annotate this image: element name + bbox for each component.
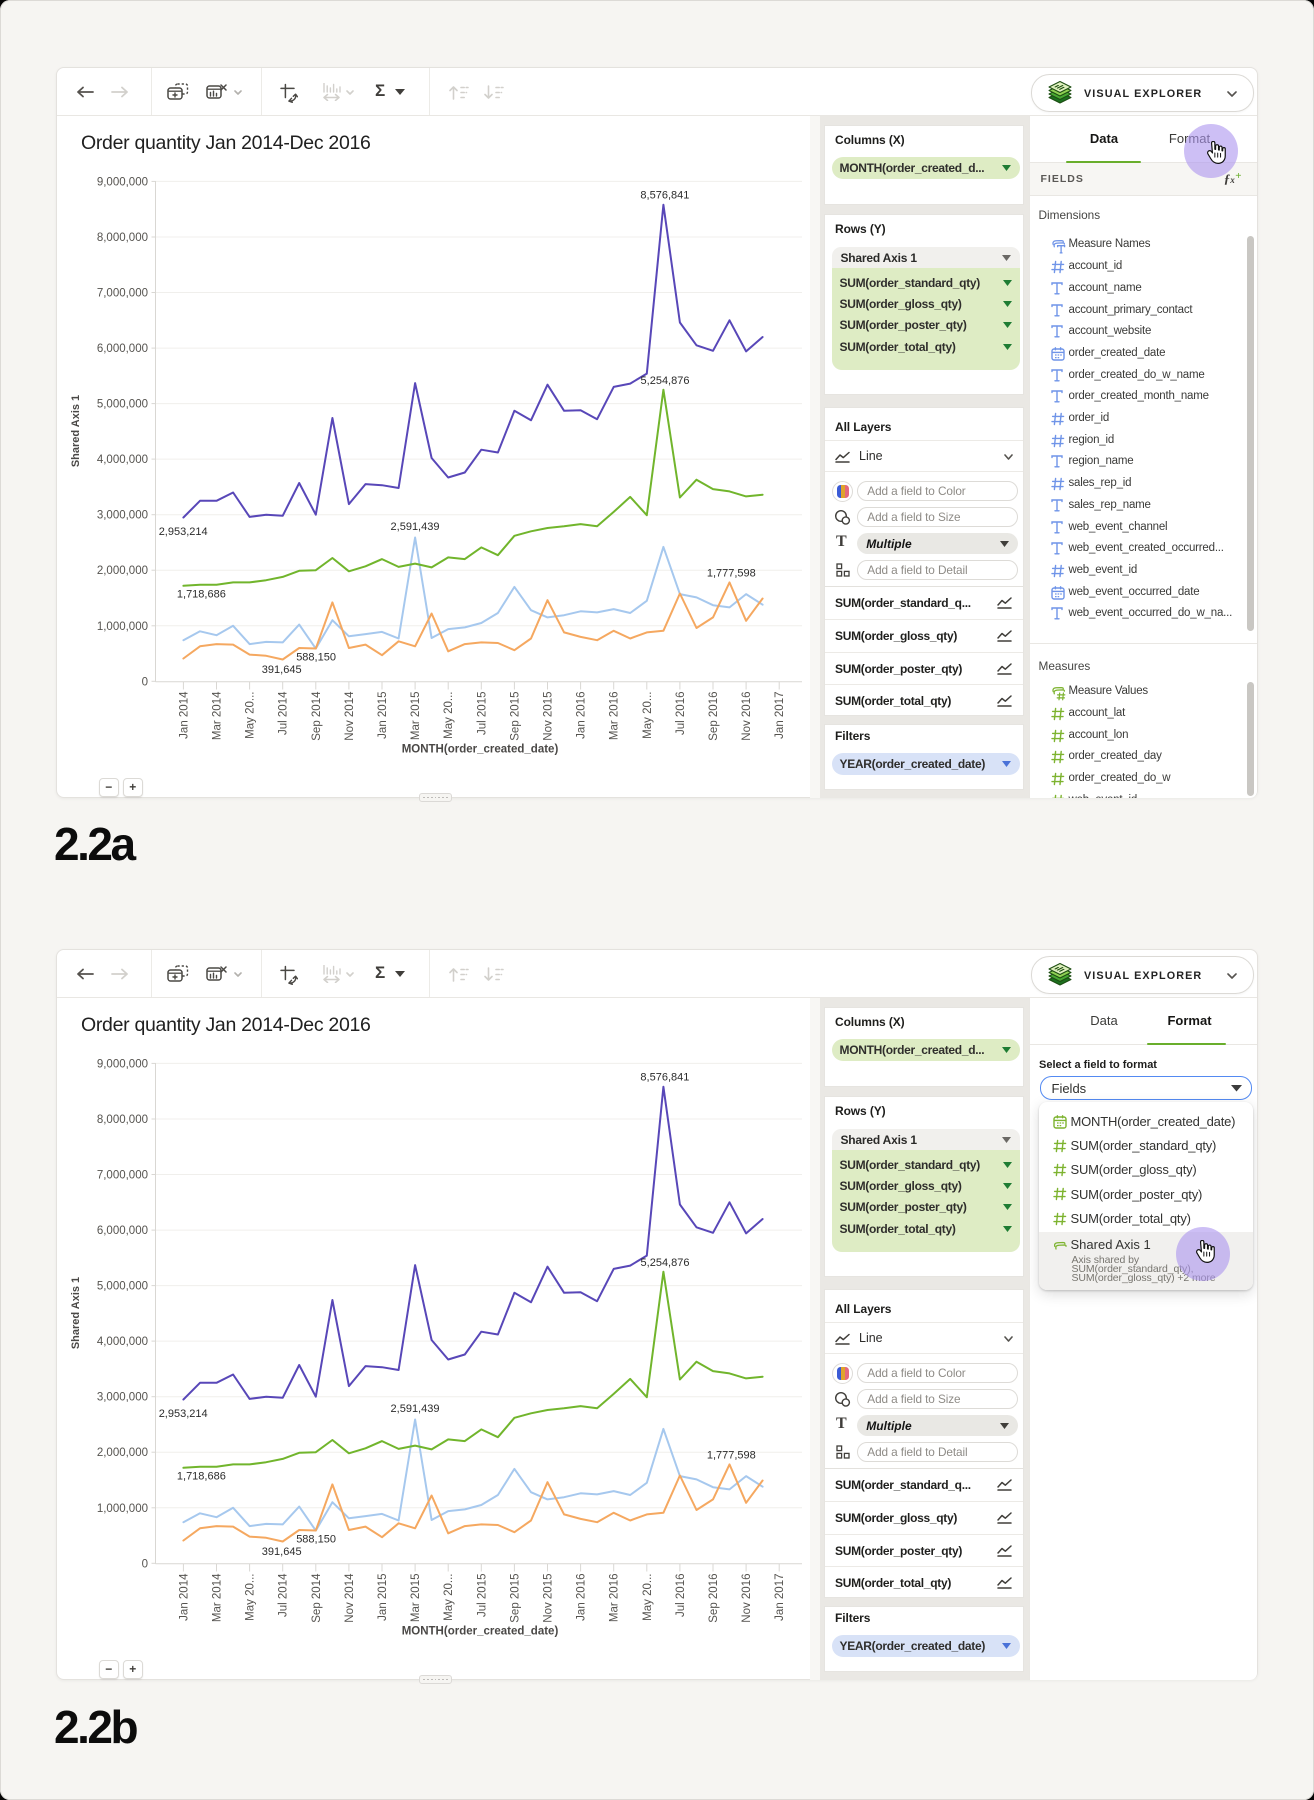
svg-text:Sep 2015: Sep 2015 xyxy=(509,692,521,741)
svg-text:Mar 2014: Mar 2014 xyxy=(212,1573,224,1622)
svg-text:Shared Axis 1: Shared Axis 1 xyxy=(70,395,82,467)
svg-text:Jan 2016: Jan 2016 xyxy=(576,1574,588,1621)
svg-text:Sep 2016: Sep 2016 xyxy=(708,692,720,741)
svg-text:7,000,000: 7,000,000 xyxy=(97,1170,148,1182)
svg-text:Nov 2016: Nov 2016 xyxy=(741,692,753,741)
svg-text:Jan 2016: Jan 2016 xyxy=(576,692,588,739)
svg-text:1,777,598: 1,777,598 xyxy=(707,567,756,579)
svg-text:Sep 2015: Sep 2015 xyxy=(509,1574,521,1623)
svg-text:2,591,439: 2,591,439 xyxy=(391,1403,440,1415)
svg-text:3,000,000: 3,000,000 xyxy=(97,510,148,522)
svg-text:MONTH(order_created_date): MONTH(order_created_date) xyxy=(402,744,559,756)
svg-text:4,000,000: 4,000,000 xyxy=(97,1336,148,1348)
svg-text:9,000,000: 9,000,000 xyxy=(97,1058,148,1070)
svg-text:Nov 2016: Nov 2016 xyxy=(741,1574,753,1623)
svg-text:391,645: 391,645 xyxy=(262,1546,302,1558)
svg-text:5,254,876: 5,254,876 xyxy=(641,375,690,387)
svg-text:Mar 2015: Mar 2015 xyxy=(410,692,422,741)
svg-text:2,000,000: 2,000,000 xyxy=(97,565,148,577)
svg-text:0: 0 xyxy=(142,676,148,688)
svg-text:May 20...: May 20... xyxy=(642,692,654,739)
svg-text:8,576,841: 8,576,841 xyxy=(640,190,689,202)
svg-text:Jul 2014: Jul 2014 xyxy=(278,691,290,735)
svg-text:Sep 2014: Sep 2014 xyxy=(311,1573,323,1623)
svg-text:Nov 2014: Nov 2014 xyxy=(344,691,356,741)
svg-text:Jan 2017: Jan 2017 xyxy=(774,692,786,739)
svg-text:May 20...: May 20... xyxy=(245,692,257,739)
svg-text:1,777,598: 1,777,598 xyxy=(707,1449,756,1461)
svg-text:Jan 2014: Jan 2014 xyxy=(178,1573,190,1621)
svg-text:2,000,000: 2,000,000 xyxy=(97,1447,148,1459)
svg-text:May 20...: May 20... xyxy=(245,1574,257,1621)
svg-text:5,000,000: 5,000,000 xyxy=(97,399,148,411)
svg-text:Jul 2014: Jul 2014 xyxy=(278,1573,290,1617)
svg-text:Nov 2015: Nov 2015 xyxy=(543,692,555,741)
svg-text:8,000,000: 8,000,000 xyxy=(97,232,148,244)
svg-text:May 20...: May 20... xyxy=(443,692,455,739)
svg-text:Mar 2016: Mar 2016 xyxy=(609,692,621,741)
svg-text:Jul 2016: Jul 2016 xyxy=(675,1574,687,1617)
svg-text:MONTH(order_created_date): MONTH(order_created_date) xyxy=(402,1626,559,1638)
svg-text:Shared Axis 1: Shared Axis 1 xyxy=(70,1277,82,1349)
svg-text:1,000,000: 1,000,000 xyxy=(97,621,148,633)
svg-text:Mar 2015: Mar 2015 xyxy=(410,1574,422,1623)
svg-text:1,718,686: 1,718,686 xyxy=(177,1471,226,1483)
svg-text:Jan 2014: Jan 2014 xyxy=(178,691,190,739)
svg-text:May 20...: May 20... xyxy=(443,1574,455,1621)
svg-text:588,150: 588,150 xyxy=(296,1533,336,1545)
svg-text:Nov 2014: Nov 2014 xyxy=(344,1573,356,1623)
svg-text:5,254,876: 5,254,876 xyxy=(641,1257,690,1269)
svg-text:8,576,841: 8,576,841 xyxy=(640,1072,689,1084)
svg-text:Jan 2015: Jan 2015 xyxy=(377,692,389,739)
svg-text:Jul 2015: Jul 2015 xyxy=(476,692,488,735)
svg-text:May 20...: May 20... xyxy=(642,1574,654,1621)
svg-text:Jan 2017: Jan 2017 xyxy=(774,1574,786,1621)
svg-text:1,000,000: 1,000,000 xyxy=(97,1503,148,1515)
svg-text:3,000,000: 3,000,000 xyxy=(97,1392,148,1404)
svg-text:Nov 2015: Nov 2015 xyxy=(543,1574,555,1623)
svg-text:6,000,000: 6,000,000 xyxy=(97,1225,148,1237)
svg-text:Sep 2016: Sep 2016 xyxy=(708,1574,720,1623)
svg-text:2,591,439: 2,591,439 xyxy=(391,521,440,533)
svg-text:Mar 2014: Mar 2014 xyxy=(212,691,224,740)
svg-text:588,150: 588,150 xyxy=(296,651,336,663)
svg-text:4,000,000: 4,000,000 xyxy=(97,454,148,466)
svg-text:8,000,000: 8,000,000 xyxy=(97,1114,148,1126)
svg-text:6,000,000: 6,000,000 xyxy=(97,343,148,355)
svg-text:1,718,686: 1,718,686 xyxy=(177,589,226,601)
svg-text:Mar 2016: Mar 2016 xyxy=(609,1574,621,1623)
svg-text:5,000,000: 5,000,000 xyxy=(97,1281,148,1293)
svg-text:2,953,214: 2,953,214 xyxy=(159,526,208,538)
svg-text:Jul 2016: Jul 2016 xyxy=(675,692,687,735)
svg-text:0: 0 xyxy=(142,1558,148,1570)
svg-text:2,953,214: 2,953,214 xyxy=(159,1408,208,1420)
svg-text:Sep 2014: Sep 2014 xyxy=(311,691,323,741)
svg-text:Jan 2015: Jan 2015 xyxy=(377,1574,389,1621)
svg-text:391,645: 391,645 xyxy=(262,664,302,676)
svg-text:Jul 2015: Jul 2015 xyxy=(476,1574,488,1617)
svg-text:7,000,000: 7,000,000 xyxy=(97,288,148,300)
svg-text:9,000,000: 9,000,000 xyxy=(97,176,148,188)
